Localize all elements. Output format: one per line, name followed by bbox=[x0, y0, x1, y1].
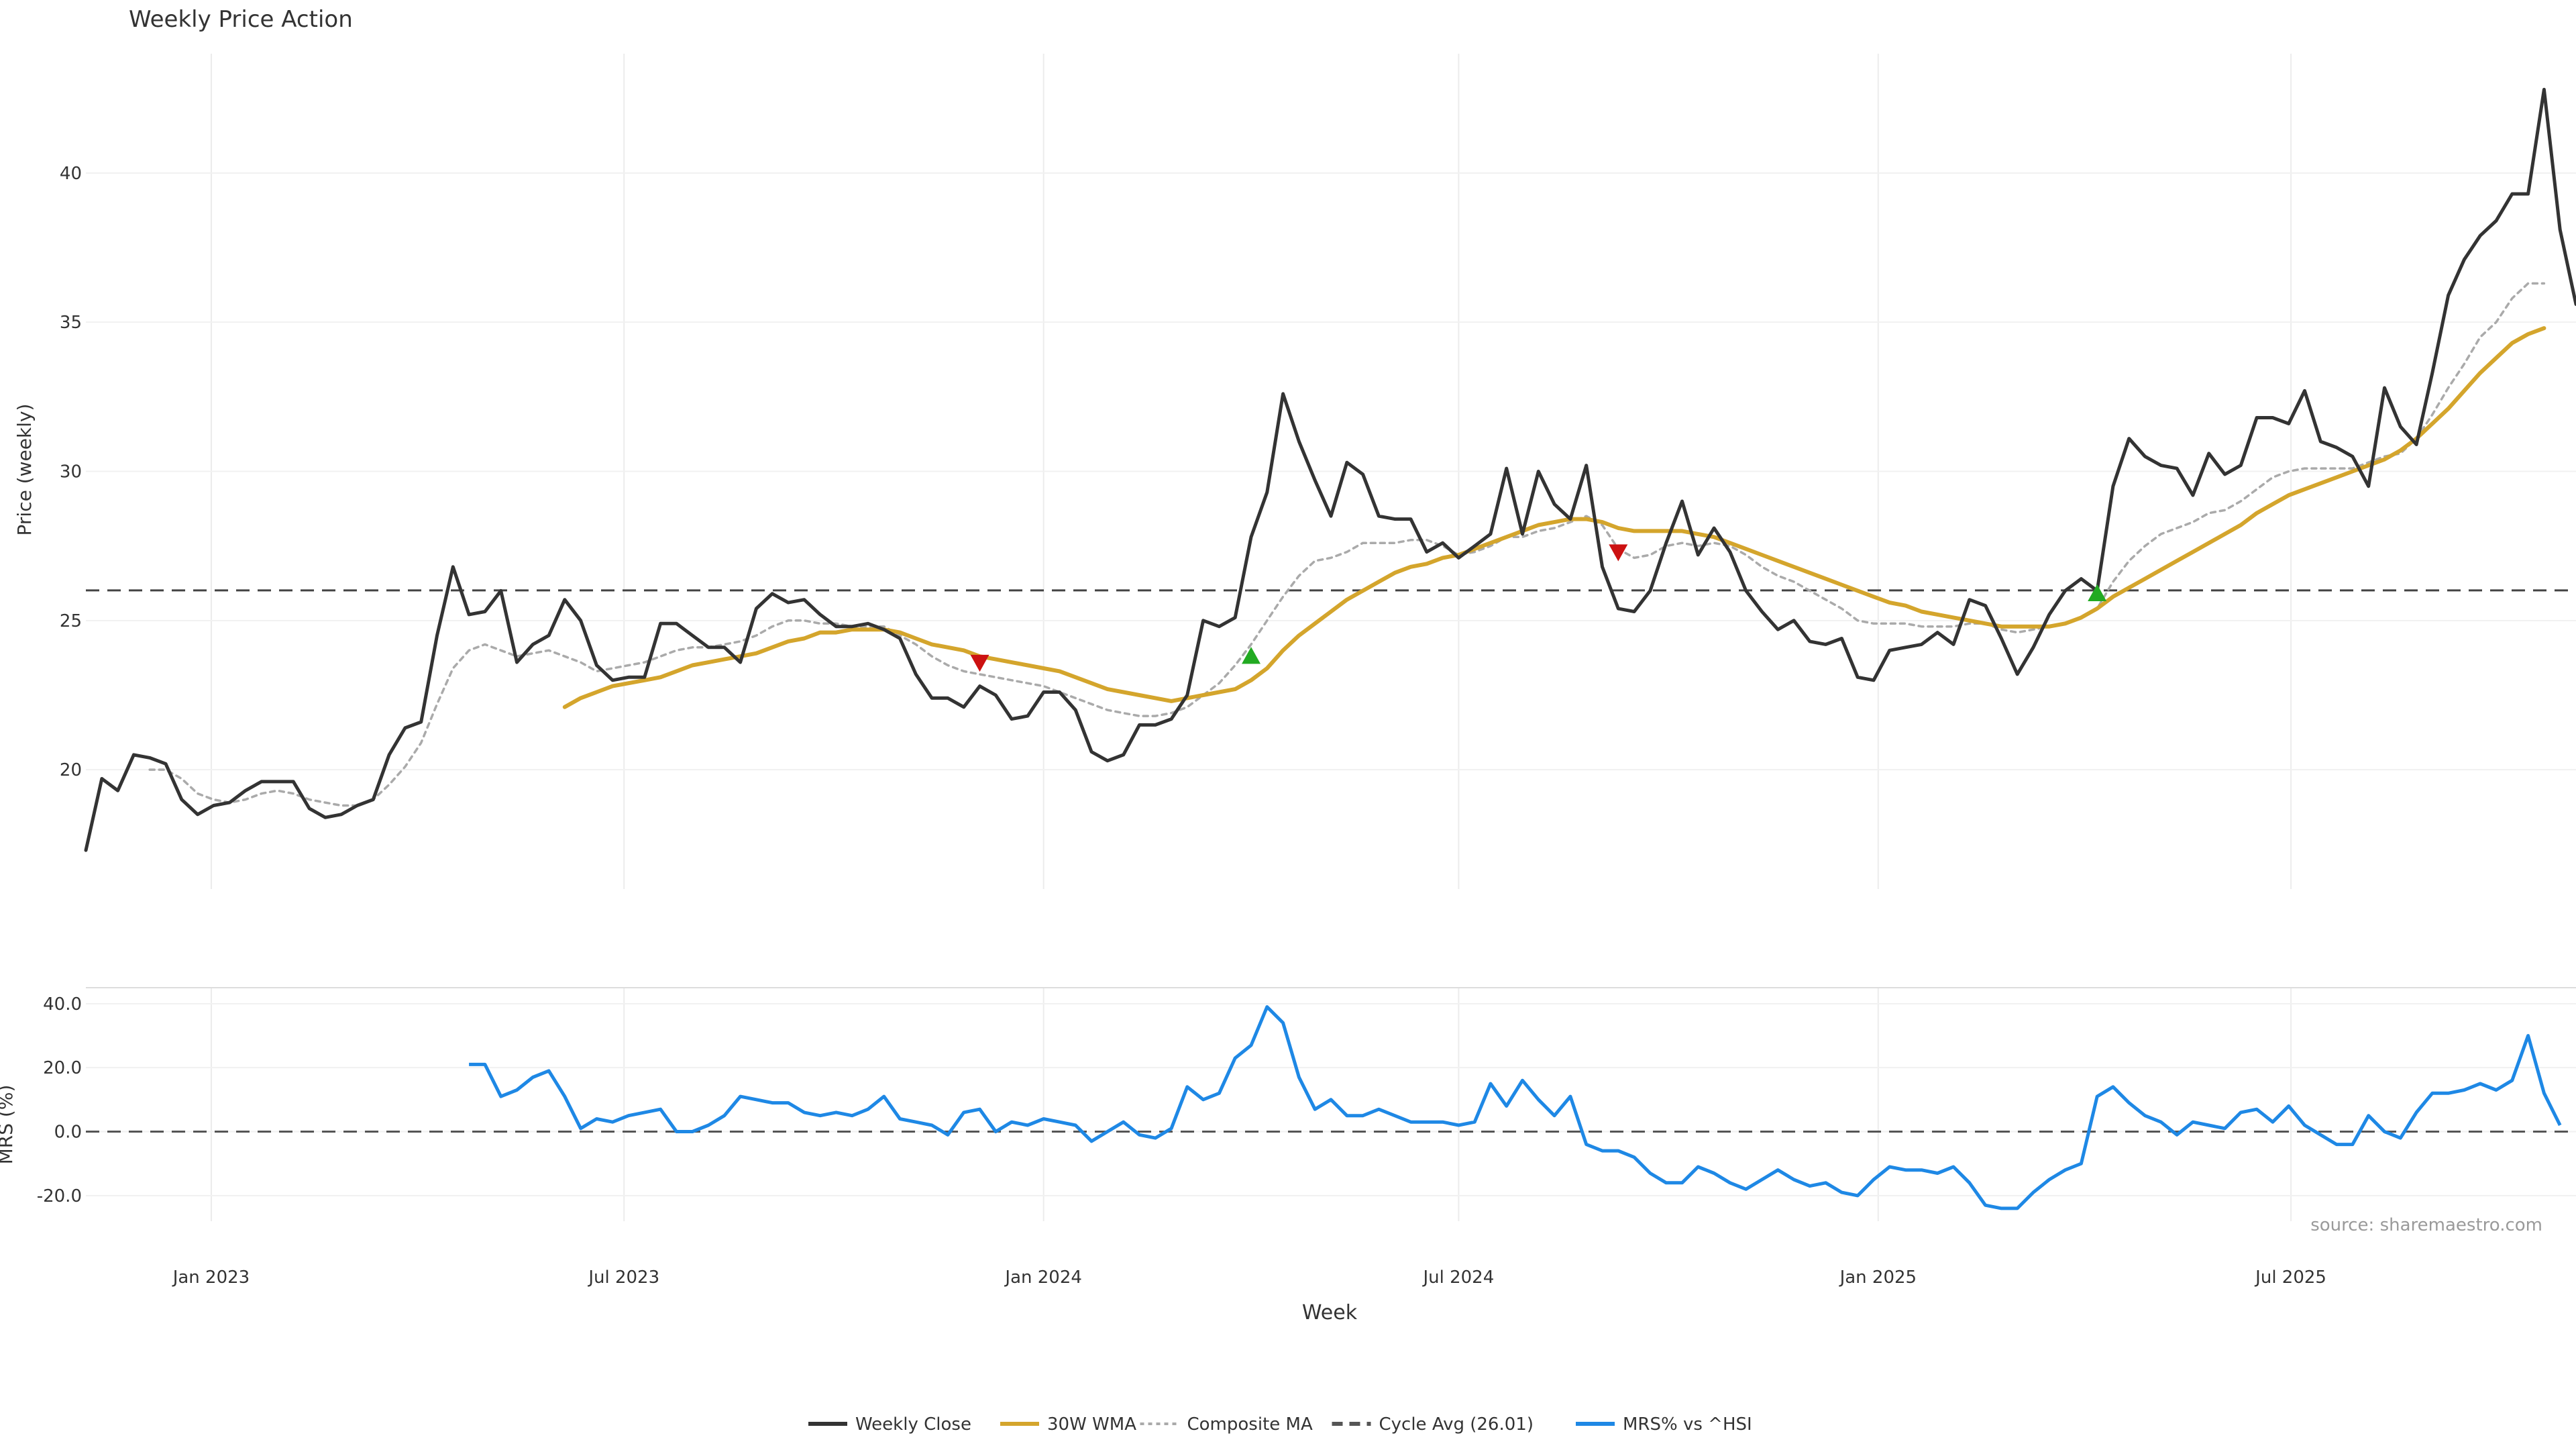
mrs-y-tick-label: 40.0 bbox=[43, 994, 82, 1015]
mrs-y-tick-label: 0.0 bbox=[54, 1123, 82, 1143]
x-tick-label: Jul 2023 bbox=[587, 1267, 659, 1288]
legend-item-label: Cycle Avg (26.01) bbox=[1379, 1414, 1534, 1435]
signal-markers bbox=[970, 544, 2107, 672]
price-grid bbox=[86, 54, 2576, 889]
price-series bbox=[84, 87, 2576, 852]
x-tick-labels: Jan 2023 Jul 2023 Jan 2024 Jul 2024 Jan 2025… bbox=[172, 1267, 2326, 1288]
chart-title: Weekly Price Action bbox=[129, 6, 353, 33]
x-tick-label: Jan 2024 bbox=[1004, 1267, 1082, 1288]
price-y-tick-label: 25 bbox=[60, 611, 82, 631]
price-y-tick-label: 40 bbox=[60, 164, 82, 184]
series-mrs-vs-hsi bbox=[469, 1005, 2562, 1210]
legend-item-label: Composite MA bbox=[1187, 1414, 1313, 1435]
series-weekly-close bbox=[84, 87, 2576, 852]
legend: Weekly Close 30W WMA Composite MA Cycle Avg… bbox=[808, 1414, 1752, 1435]
x-axis-label: Week bbox=[1302, 1301, 1358, 1325]
price-y-tick-label: 30 bbox=[60, 462, 82, 482]
buy-signal-marker bbox=[1242, 647, 1261, 664]
series-30w-wma bbox=[562, 326, 2546, 709]
series-composite-ma bbox=[148, 282, 2546, 807]
mrs-y-tick-label: 20.0 bbox=[43, 1058, 82, 1078]
mrs-y-tick-label: -20.0 bbox=[37, 1186, 82, 1206]
x-tick-label: Jul 2025 bbox=[2254, 1267, 2326, 1288]
x-tick-label: Jan 2025 bbox=[1839, 1267, 1917, 1288]
buy-signal-marker bbox=[2088, 584, 2107, 602]
x-tick-label: Jul 2024 bbox=[1421, 1267, 1494, 1288]
mrs-grid bbox=[86, 988, 2576, 1221]
sell-signal-marker bbox=[1609, 544, 1628, 562]
source-annotation: source: sharemaestro.com bbox=[2310, 1215, 2542, 1235]
mrs-y-tick-labels: 40.0 20.0 0.0 -20.0 bbox=[37, 994, 82, 1206]
price-y-tick-label: 35 bbox=[60, 313, 82, 333]
mrs-series bbox=[469, 1005, 2562, 1210]
sell-signal-marker bbox=[970, 654, 989, 672]
price-y-axis-label: Price (weekly) bbox=[13, 404, 36, 536]
legend-item-label: 30W WMA bbox=[1047, 1414, 1136, 1435]
legend-item-label: Weekly Close bbox=[855, 1414, 971, 1435]
mrs-y-axis-label: MRS (%) bbox=[0, 1085, 17, 1165]
legend-item-label: MRS% vs ^HSI bbox=[1623, 1414, 1752, 1435]
price-y-tick-label: 20 bbox=[60, 760, 82, 780]
x-tick-label: Jan 2023 bbox=[172, 1267, 250, 1288]
price-y-tick-labels: 20 25 30 35 40 bbox=[60, 164, 82, 780]
